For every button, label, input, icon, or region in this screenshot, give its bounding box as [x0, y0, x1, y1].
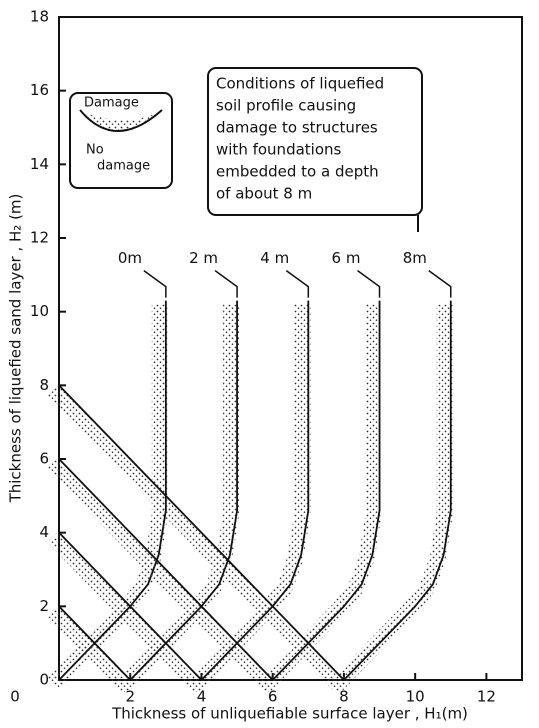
legend-lower: damage	[97, 159, 150, 174]
damage-shading	[47, 304, 382, 692]
legend-box	[69, 92, 173, 189]
legend-curve	[79, 109, 163, 132]
damage-shading	[47, 304, 453, 692]
y-tick-label: 14	[30, 155, 49, 173]
curve-label-arrow	[428, 270, 452, 298]
annotation-line: Conditions of liquefied	[216, 75, 384, 93]
curve-label: 6 m	[332, 249, 361, 267]
legend-upper: Damage	[84, 96, 139, 111]
y-tick-label: 10	[30, 302, 49, 320]
annotation-line: embedded to a depth	[216, 163, 379, 181]
annotation-line: with foundations	[216, 141, 342, 159]
y-tick-label: 16	[30, 81, 49, 99]
annotation-box	[207, 67, 423, 216]
curve-label: 4 m	[260, 249, 289, 267]
x-tick-label: 10	[406, 688, 425, 706]
x-axis-label: Thickness of unliquefiable surface layer…	[111, 705, 468, 723]
annotation-line: soil profile causing	[216, 97, 356, 115]
boundary-curve	[58, 300, 310, 681]
damage-shading	[47, 304, 240, 692]
curve-label-arrow	[143, 270, 167, 298]
curve-label: 0m	[118, 249, 142, 267]
curve-label-arrow	[285, 270, 310, 298]
plot-frame	[58, 16, 523, 681]
y-tick-label: 8	[39, 376, 49, 394]
y-tick-label: 0	[39, 671, 49, 689]
x-tick-label: 8	[339, 688, 349, 706]
curve-label: 8m	[403, 249, 427, 267]
x-tick-label: 6	[268, 688, 278, 706]
curve-label-arrow	[214, 270, 238, 298]
curve-label: 2 m	[189, 249, 218, 267]
y-tick-label: 12	[30, 229, 49, 247]
curve-label-arrow	[357, 270, 381, 298]
annotation-line: damage to structures	[216, 119, 378, 137]
annotation-line: of about 8 m	[216, 185, 312, 203]
legend-lower: No	[86, 143, 104, 158]
y-axis-label: Thickness of liquefied sand layer , H₂ (…	[7, 194, 25, 504]
y-tick-label: 6	[39, 450, 49, 468]
boundary-curve	[58, 300, 452, 681]
x-tick-label: 4	[197, 688, 207, 706]
damage-shading	[47, 304, 311, 692]
y-tick-label: 18	[30, 8, 49, 26]
boundary-curve	[58, 300, 238, 681]
x-tick-label: 12	[477, 688, 496, 706]
y-tick-label: 4	[39, 523, 49, 541]
x-tick-label: 0	[10, 688, 20, 706]
legend-swatch	[82, 112, 160, 131]
y-tick-label: 2	[39, 597, 49, 615]
x-tick-label: 2	[125, 688, 135, 706]
boundary-curve	[58, 300, 381, 681]
